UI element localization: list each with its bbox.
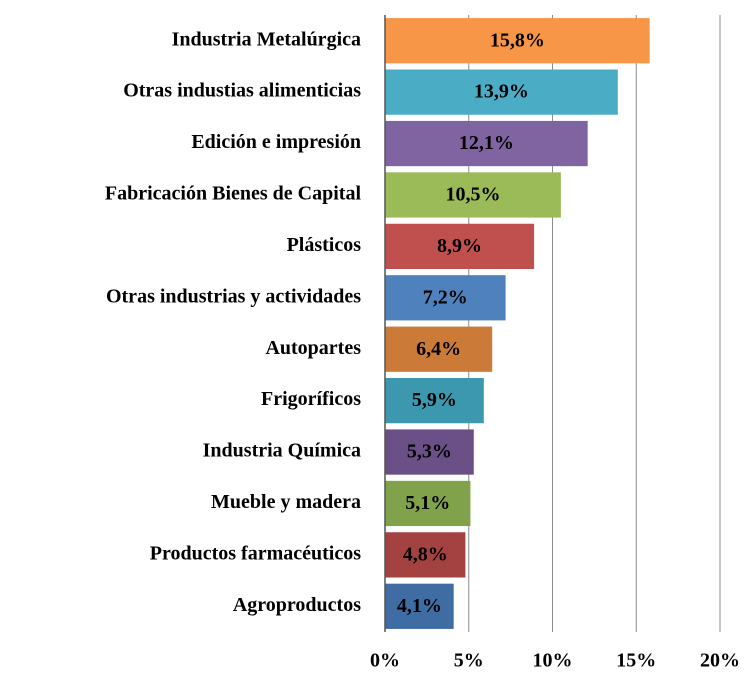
bar xyxy=(385,172,561,218)
bar xyxy=(385,429,474,475)
data-label: 8,9% xyxy=(437,235,482,257)
y-tick-label: Industria Química xyxy=(203,440,361,462)
bar xyxy=(385,480,471,527)
data-label: 15,8% xyxy=(490,29,545,51)
bar xyxy=(385,378,484,424)
bar xyxy=(385,69,618,115)
y-tick-label: Productos farmacéuticos xyxy=(150,542,361,564)
data-label: 5,3% xyxy=(407,441,452,463)
y-tick-label: Otras industias alimenticias xyxy=(123,80,361,102)
x-tick-label: 5% xyxy=(454,650,484,672)
data-label: 5,9% xyxy=(412,389,457,411)
y-tick-label: Otras industrias y actividades xyxy=(106,285,361,307)
bar xyxy=(385,223,535,269)
bar xyxy=(385,532,466,578)
data-label: 5,1% xyxy=(405,492,450,514)
data-label: 13,9% xyxy=(474,81,529,103)
data-label: 4,8% xyxy=(403,543,448,565)
y-tick-label: Autopartes xyxy=(265,337,361,359)
y-tick-label: Fabricación Bienes de Capital xyxy=(105,183,362,205)
y-tick-label: Mueble y madera xyxy=(211,491,361,513)
y-tick-label: Edición e impresión xyxy=(191,131,361,153)
y-tick-label: Plásticos xyxy=(287,234,362,256)
bar xyxy=(385,326,493,372)
x-tick-label: 20% xyxy=(700,650,740,672)
y-tick-label: Frigoríficos xyxy=(261,388,361,410)
data-label: 4,1% xyxy=(397,595,442,617)
x-tick-label: 0% xyxy=(370,650,400,672)
bar xyxy=(385,275,506,321)
bar xyxy=(385,120,588,167)
data-label: 10,5% xyxy=(445,184,500,206)
x-tick-label: 10% xyxy=(533,650,573,672)
bar xyxy=(385,18,650,64)
y-tick-label: Agroproductos xyxy=(233,594,361,616)
y-tick-label: Industria Metalúrgica xyxy=(172,28,361,50)
x-tick-label: 15% xyxy=(616,650,656,672)
data-label: 12,1% xyxy=(459,132,514,154)
data-label: 6,4% xyxy=(416,338,461,360)
bar xyxy=(385,583,454,629)
data-label: 7,2% xyxy=(423,286,468,308)
